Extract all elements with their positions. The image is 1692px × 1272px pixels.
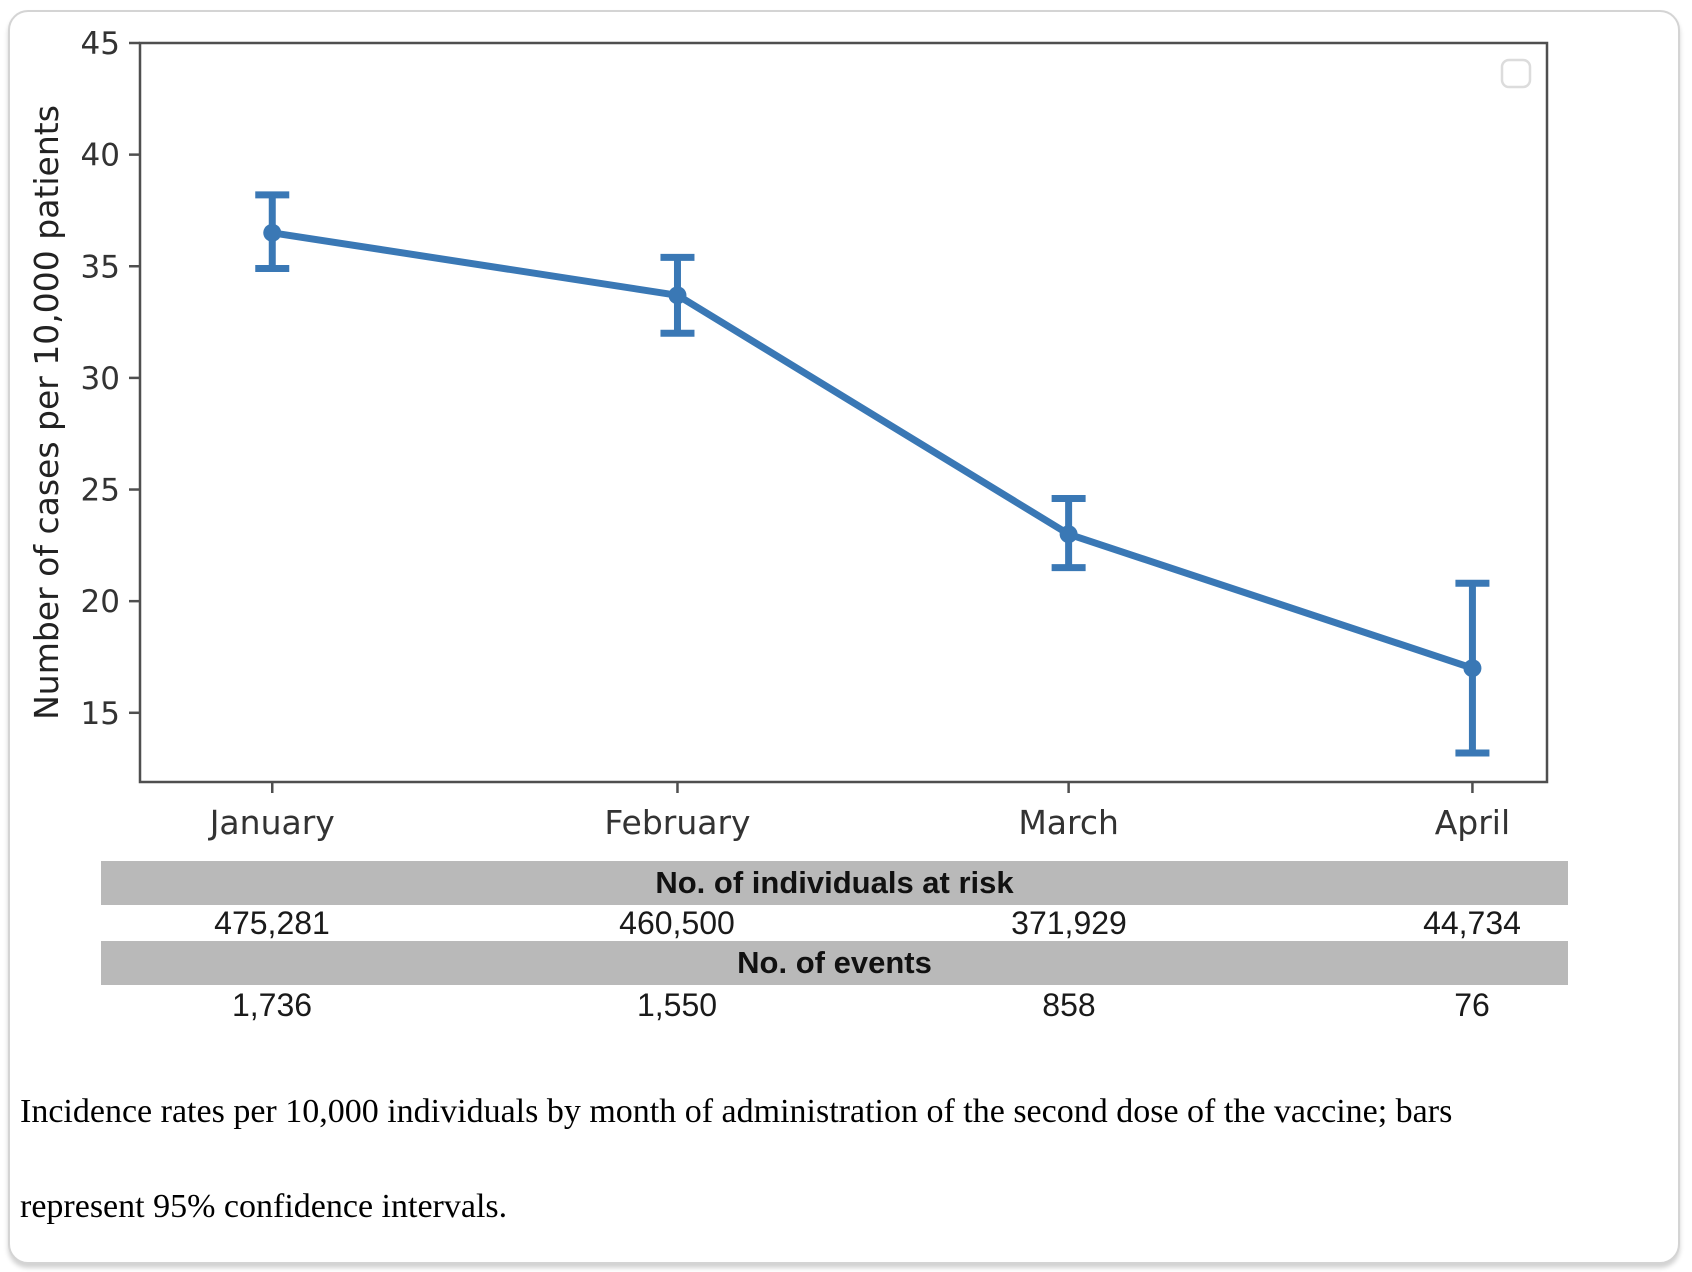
y-tick-label: 40 xyxy=(81,138,120,174)
at-risk-march: 371,929 xyxy=(1011,905,1127,941)
x-axis: January February March April xyxy=(208,782,1510,842)
trend-line xyxy=(271,229,1474,672)
figure-card xyxy=(8,10,1680,1264)
x-tick-label: February xyxy=(604,803,750,842)
incidence-line-chart: 15 20 25 30 35 40 45 Number of cases per 10,000… xyxy=(27,26,1549,842)
y-axis-label: Number of cases per 10,000 patients xyxy=(27,105,66,720)
plot-border xyxy=(138,41,1549,784)
events-february: 1,550 xyxy=(636,987,718,1023)
events-april: 76 xyxy=(1454,987,1490,1023)
figure-caption-line-1: Incidence rates per 10,000 individuals b… xyxy=(20,1093,1453,1130)
events-january: 1,736 xyxy=(231,987,313,1023)
at-risk-january: 475,281 xyxy=(214,905,330,941)
legend-box xyxy=(1500,58,1532,89)
x-tick-label: January xyxy=(208,803,335,842)
data-point-marker xyxy=(263,223,282,242)
y-tick-label: 35 xyxy=(81,249,120,285)
y-tick-label: 20 xyxy=(81,584,120,620)
data-point-marker xyxy=(1463,659,1482,678)
table-row-individuals-at-risk: 475,281 460,500 371,929 44,734 xyxy=(0,905,1692,941)
x-tick-label: April xyxy=(1435,803,1510,842)
at-risk-february: 460,500 xyxy=(619,905,735,941)
figure-caption-line-2: represent 95% confidence intervals. xyxy=(20,1188,508,1225)
y-tick-label: 25 xyxy=(81,473,120,509)
events-march: 858 xyxy=(1042,987,1096,1023)
data-points xyxy=(263,223,1482,678)
data-point-marker xyxy=(668,286,687,305)
error-bars xyxy=(255,191,1490,757)
x-tick-label: March xyxy=(1018,803,1119,842)
y-axis: 15 20 25 30 35 40 45 xyxy=(81,26,140,732)
table-header-individuals-at-risk: No. of individuals at risk xyxy=(101,861,1568,905)
at-risk-april: 44,734 xyxy=(1423,905,1521,941)
table-header-events: No. of events xyxy=(101,941,1568,985)
y-tick-label: 30 xyxy=(81,361,120,397)
y-tick-label: 45 xyxy=(81,26,120,62)
y-tick-label: 15 xyxy=(81,696,120,732)
data-point-marker xyxy=(1059,525,1078,544)
table-row-events: 1,736 1,550 858 76 xyxy=(0,985,1692,1025)
